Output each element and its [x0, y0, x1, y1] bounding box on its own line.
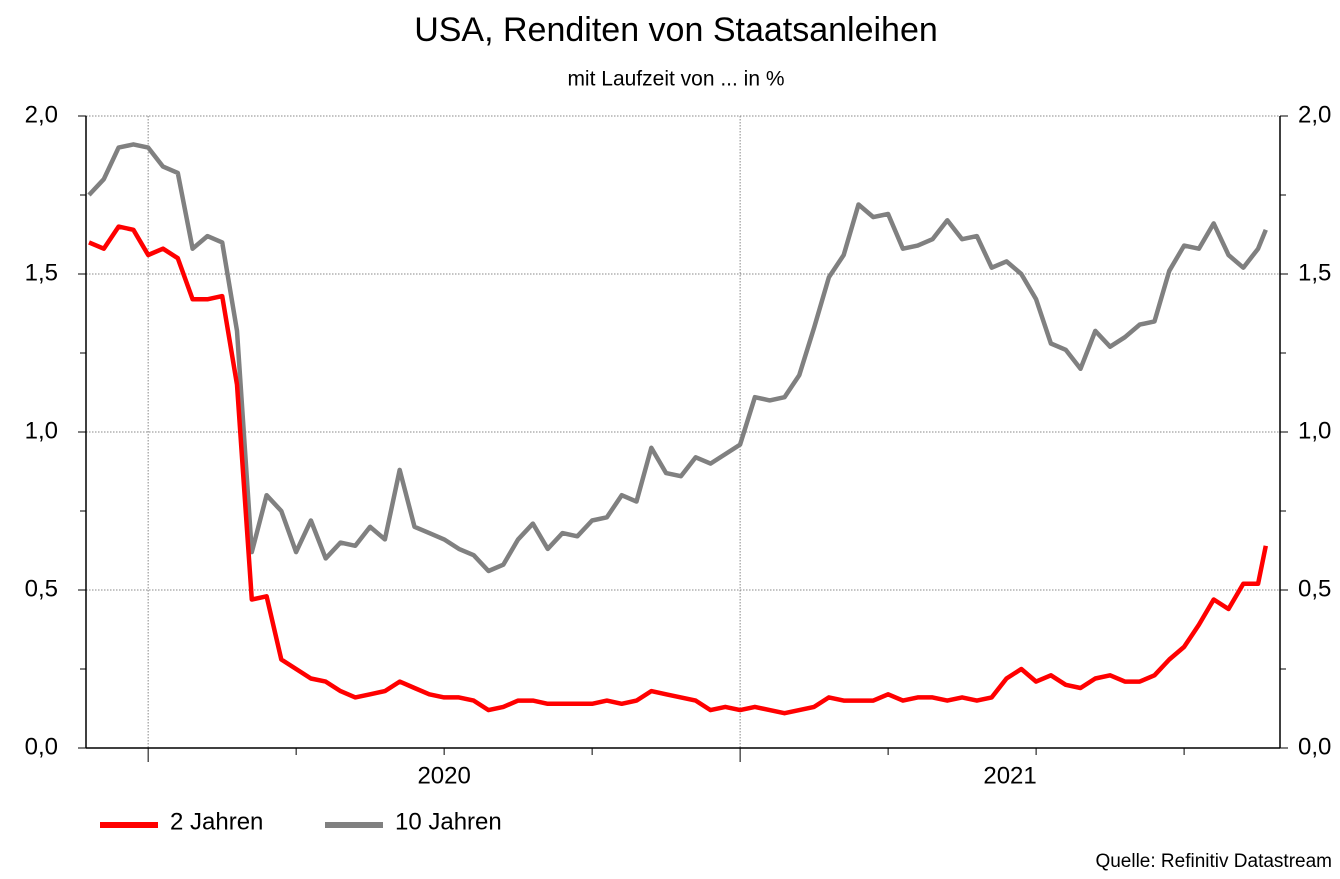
chart-title: USA, Renditen von Staatsanleihen — [414, 11, 938, 49]
chart: USA, Renditen von Staatsanleihen mit Lau… — [0, 0, 1340, 879]
legend-label: 10 Jahren — [395, 808, 502, 835]
y-tick-label: 1,5 — [25, 259, 58, 286]
x-tick-label: 2021 — [983, 762, 1036, 789]
y2-tick-label: 1,0 — [1298, 417, 1331, 444]
y2-tick-label: 2,0 — [1298, 101, 1331, 128]
y2-tick-label: 0,0 — [1298, 733, 1331, 760]
x-tick-label: 2020 — [417, 762, 470, 789]
chart-subtitle: mit Laufzeit von ... in % — [567, 68, 784, 91]
y-tick-label: 0,5 — [25, 575, 58, 602]
y-tick-label: 2,0 — [25, 101, 58, 128]
source-note: Quelle: Refinitiv Datastream — [1095, 851, 1332, 872]
line-series — [89, 227, 1266, 714]
line-series — [89, 144, 1266, 571]
y-tick-label: 0,0 — [25, 733, 58, 760]
y2-tick-label: 0,5 — [1298, 575, 1331, 602]
legend-label: 2 Jahren — [170, 808, 263, 835]
y-tick-label: 1,0 — [25, 417, 58, 444]
y2-tick-label: 1,5 — [1298, 259, 1331, 286]
